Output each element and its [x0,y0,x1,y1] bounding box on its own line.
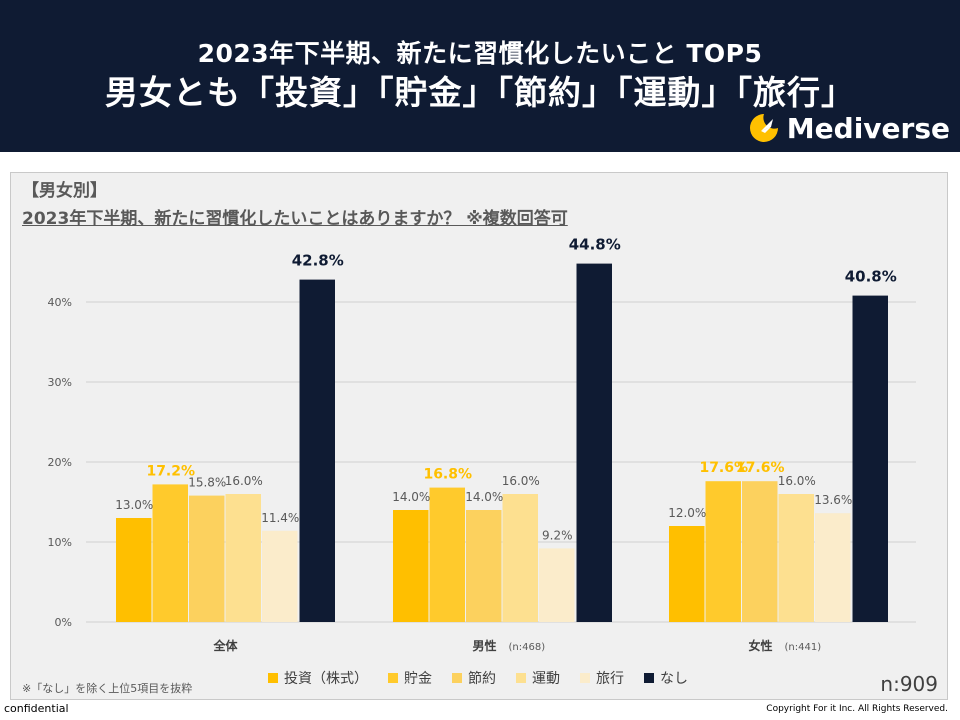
bar [815,513,851,622]
bar [576,263,612,622]
bar [262,530,298,622]
data-label: 14.0% [392,490,430,504]
data-label: 9.2% [542,528,573,542]
data-label: 17.6% [736,460,785,476]
chart-section-label: 【男女別】 [22,181,107,201]
x-category-sample-size: (n:441) [785,642,822,653]
rocket-moon-icon [749,114,778,142]
data-label: 14.0% [465,490,503,504]
brand-logo: Mediverse [747,110,950,146]
data-label: 16.8% [423,467,472,483]
x-category-label: 全体 [212,638,238,653]
copyright: Copyright For it Inc. All Rights Reserve… [766,704,948,714]
data-label: 11.4% [261,511,299,525]
y-tick-label: 30% [48,376,72,389]
legend-label: なし [660,671,688,687]
data-label: 17.6% [699,460,748,476]
x-category-label: 男性 [472,638,496,653]
bar [116,518,152,622]
legend-item: なし [644,668,688,688]
data-label: 15.8% [188,476,226,490]
legend-item: 旅行 [580,668,624,688]
legend-item: 投資（株式） [268,668,368,688]
bar [669,526,705,622]
data-label: 13.6% [814,493,852,507]
bar [429,487,465,622]
legend-label: 節約 [468,671,496,687]
y-tick-label: 40% [48,296,72,309]
sample-size: n:909 [880,672,938,696]
bar [152,484,188,622]
data-label: 44.8% [569,236,621,254]
header-subtitle: 2023年下半期、新たに習慣化したいこと TOP5 [197,39,763,68]
legend-item: 貯金 [388,668,432,688]
legend-label: 旅行 [596,671,624,687]
legend-label: 運動 [532,671,560,687]
y-tick-label: 20% [48,456,72,469]
legend-swatch [644,673,654,683]
bar [225,494,261,622]
legend-item: 運動 [516,668,560,688]
x-category-sample-size: (n:468) [509,642,546,653]
legend-label: 貯金 [404,671,432,687]
bar [778,494,814,622]
legend-swatch [388,673,398,683]
bar [502,494,538,622]
footnote: ※「なし」を除く上位5項目を抜粋 [22,682,193,695]
data-label: 13.0% [115,498,153,512]
legend-swatch [268,673,278,683]
legend-swatch [516,673,526,683]
brand-name: Mediverse [786,111,950,145]
chart-question: 2023年下半期、新たに習慣化したいことはありますか？ ※複数回答可 [22,209,568,229]
bar [852,295,888,622]
data-label: 16.0% [225,474,263,488]
bar [466,510,502,622]
x-category-label: 女性 [748,638,772,653]
chart-legend: 投資（株式） 貯金 節約 運動 旅行 なし [268,668,688,688]
data-label: 12.0% [668,506,706,520]
header-banner: 2023年下半期、新たに習慣化したいこと TOP5 男女とも「投資」「貯金」「節… [0,0,960,152]
legend-item: 節約 [452,668,496,688]
y-tick-label: 10% [48,536,72,549]
data-label: 16.0% [502,474,540,488]
data-label: 42.8% [292,252,344,270]
y-tick-label: 0% [55,616,72,629]
bar [189,495,225,622]
legend-swatch [580,673,590,683]
data-label: 17.2% [146,463,195,479]
bar [539,548,575,622]
legend-label: 投資（株式） [284,671,368,687]
data-label: 16.0% [778,474,816,488]
confidential-label: confidential [4,702,69,715]
bar [299,279,335,622]
bar [393,510,429,622]
data-label: 40.8% [845,268,897,286]
bar [705,481,741,622]
legend-swatch [452,673,462,683]
header-title: 男女とも「投資」「貯金」「節約」「運動」「旅行」 [105,73,855,112]
bar [742,481,778,622]
